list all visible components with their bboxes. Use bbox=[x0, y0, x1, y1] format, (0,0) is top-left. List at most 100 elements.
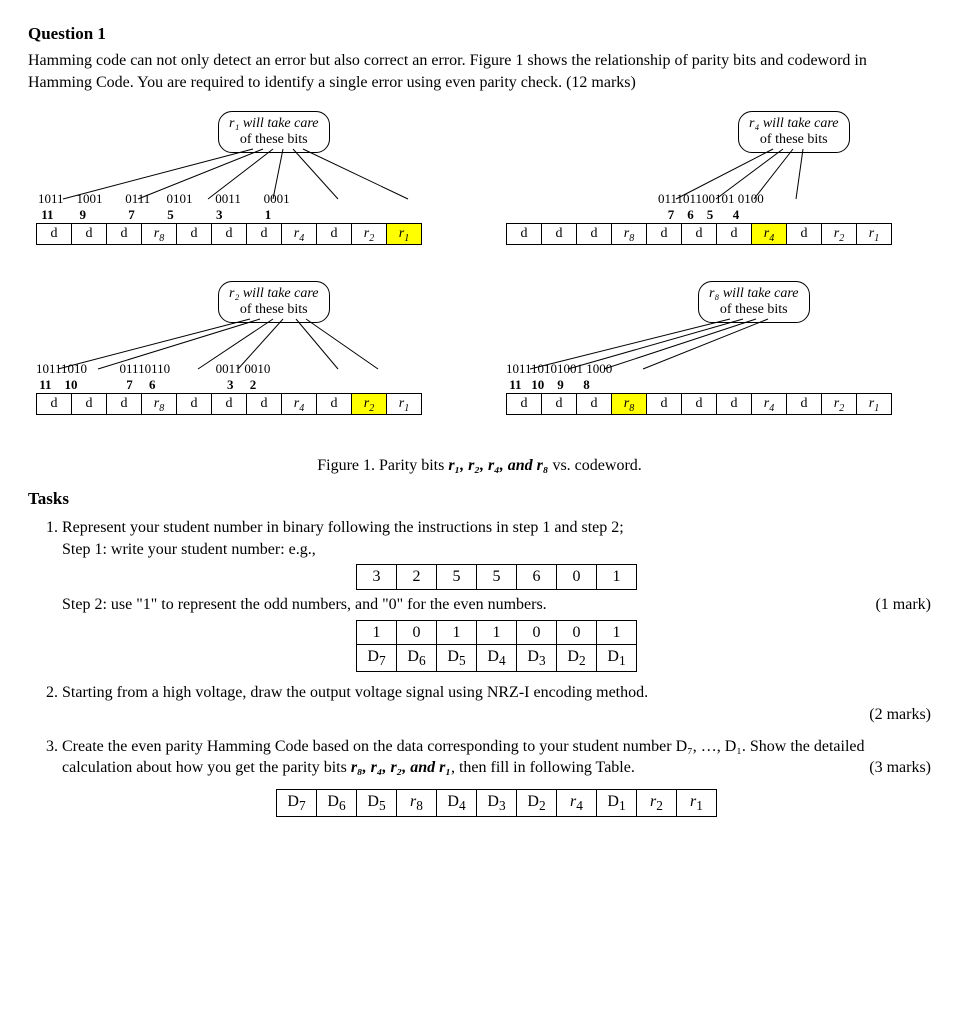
table-cell: D6 bbox=[317, 789, 357, 816]
table-cell: D4 bbox=[477, 645, 517, 672]
task-3-bits: r₈, r₄, r₂, and r₁ bbox=[351, 759, 451, 776]
table-cell: 1 bbox=[477, 620, 517, 645]
bit-cell: r2 bbox=[352, 393, 387, 415]
bit-cell: d bbox=[247, 393, 282, 415]
task-1-text: Represent your student number in binary … bbox=[62, 519, 624, 536]
tasks-heading: Tasks bbox=[28, 489, 931, 509]
table-cell: D5 bbox=[357, 789, 397, 816]
bit-cell: d bbox=[542, 393, 577, 415]
task-3-mark: (3 marks) bbox=[869, 757, 931, 779]
bitlabels-r2: 10111010 01110110 0011 0010 11 10 7 6 3 … bbox=[36, 361, 270, 393]
table-cell: D6 bbox=[397, 645, 437, 672]
table-cell: 0 bbox=[517, 620, 557, 645]
bit-cell: d bbox=[72, 393, 107, 415]
bit-cell: r8 bbox=[142, 223, 177, 245]
task-3-text-b: , then fill in following Table. bbox=[451, 759, 635, 776]
bit-cell: d bbox=[717, 393, 752, 415]
bubble-r8: r₈ will take care of these bits bbox=[698, 281, 810, 323]
table-cell: r2 bbox=[637, 789, 677, 816]
table-cell: 0 bbox=[397, 620, 437, 645]
table-cell: D1 bbox=[597, 645, 637, 672]
bit-cell: d bbox=[37, 393, 72, 415]
bitlabels-r2-bot: 11 10 7 6 3 2 bbox=[36, 377, 270, 393]
table-cell: D2 bbox=[557, 645, 597, 672]
figure-caption: Figure 1. Parity bits r₁, r₂, r₄, and r₈… bbox=[28, 457, 931, 475]
bit-cell: r4 bbox=[752, 393, 787, 415]
task-1: Represent your student number in binary … bbox=[62, 517, 931, 672]
task-3: Create the even parity Hamming Code base… bbox=[62, 736, 931, 817]
bitlabels-r1-top: 1011 1001 0111 0101 0011 0001 bbox=[38, 191, 290, 207]
bit-table-r1: dddr8dddr4dr2r1 bbox=[36, 223, 422, 245]
bit-table-r4: dddr8dddr4dr2r1 bbox=[506, 223, 892, 245]
table-cell: 1 bbox=[597, 620, 637, 645]
bit-cell: r1 bbox=[857, 223, 892, 245]
table-cell: D4 bbox=[437, 789, 477, 816]
bit-cell: d bbox=[542, 223, 577, 245]
table-cell: D1 bbox=[597, 789, 637, 816]
bitlabels-r8-bot: 11 10 9 8 bbox=[506, 377, 612, 393]
bit-cell: d bbox=[507, 393, 542, 415]
task-1-step1-table: 3255601 bbox=[356, 564, 637, 590]
task-3-table: D7D6D5r8D4D3D2r4D1r2r1 bbox=[276, 789, 717, 817]
bit-cell: r4 bbox=[282, 223, 317, 245]
bit-cell: r2 bbox=[822, 393, 857, 415]
bubble-r4: r₄ will take care of these bits bbox=[738, 111, 850, 153]
task-1-step2: Step 2: use "1" to represent the odd num… bbox=[62, 594, 547, 616]
bit-cell: d bbox=[787, 223, 822, 245]
table-cell: 3 bbox=[357, 565, 397, 590]
bitlabels-r4-bot: 7 6 5 4 bbox=[658, 207, 764, 223]
bit-cell: r1 bbox=[387, 223, 422, 245]
bit-cell: d bbox=[177, 393, 212, 415]
table-cell: 1 bbox=[437, 620, 477, 645]
table-cell: D2 bbox=[517, 789, 557, 816]
bit-cell: d bbox=[107, 223, 142, 245]
bit-cell: d bbox=[647, 223, 682, 245]
bit-cell: d bbox=[682, 393, 717, 415]
bubble-r8-l1: r₈ will take care bbox=[709, 286, 799, 301]
bit-cell: d bbox=[577, 223, 612, 245]
bit-cell: r2 bbox=[822, 223, 857, 245]
table-cell: D7 bbox=[357, 645, 397, 672]
bitlabels-r4: 011101100101 0100 7 6 5 4 bbox=[658, 191, 764, 223]
bubble-r1-l1: r₁ will take care bbox=[229, 116, 319, 131]
bitlabels-r4-top: 011101100101 0100 bbox=[658, 191, 764, 207]
table-cell: 2 bbox=[397, 565, 437, 590]
bit-cell: d bbox=[212, 223, 247, 245]
bubble-r2: r₂ will take care of these bits bbox=[218, 281, 330, 323]
table-cell: 1 bbox=[597, 565, 637, 590]
bit-cell: d bbox=[717, 223, 752, 245]
table-cell: D5 bbox=[437, 645, 477, 672]
task-2-text: Starting from a high voltage, draw the o… bbox=[62, 684, 648, 701]
bit-cell: d bbox=[787, 393, 822, 415]
table-cell: 0 bbox=[557, 620, 597, 645]
bitlabels-r1: 1011 1001 0111 0101 0011 0001 11 9 7 5 3… bbox=[38, 191, 290, 223]
figure-1: r₁ will take care of these bits 1011 100… bbox=[28, 111, 928, 451]
table-cell: 0 bbox=[557, 565, 597, 590]
bubble-r1: r₁ will take care of these bits bbox=[218, 111, 330, 153]
bit-cell: d bbox=[317, 223, 352, 245]
bit-cell: r4 bbox=[282, 393, 317, 415]
bit-cell: r8 bbox=[612, 393, 647, 415]
bubble-r4-l2: of these bits bbox=[760, 132, 828, 147]
bit-cell: r1 bbox=[387, 393, 422, 415]
question-title: Question 1 bbox=[28, 24, 931, 44]
table-cell: D3 bbox=[517, 645, 557, 672]
bubble-r4-l1: r₄ will take care bbox=[749, 116, 839, 131]
bit-table-r8: dddr8dddr4dr2r1 bbox=[506, 393, 892, 415]
table-cell: 5 bbox=[477, 565, 517, 590]
bubble-r2-l1: r₂ will take care bbox=[229, 286, 319, 301]
task-1-step1: Step 1: write your student number: e.g., bbox=[62, 541, 316, 558]
bit-table-r2: dddr8dddr4dr2r1 bbox=[36, 393, 422, 415]
table-cell: r1 bbox=[677, 789, 717, 816]
bit-cell: r1 bbox=[857, 393, 892, 415]
bit-cell: r2 bbox=[352, 223, 387, 245]
table-cell: D3 bbox=[477, 789, 517, 816]
fig-cap-prefix: Figure 1. Parity bits bbox=[317, 457, 448, 474]
bit-cell: d bbox=[107, 393, 142, 415]
table-cell: D7 bbox=[277, 789, 317, 816]
task-2-mark: (2 marks) bbox=[869, 706, 931, 723]
table-cell: r8 bbox=[397, 789, 437, 816]
fig-cap-bits: r₁, r₂, r₄, and r₈ bbox=[448, 457, 548, 474]
bubble-r1-l2: of these bits bbox=[240, 132, 308, 147]
question-body: Hamming code can not only detect an erro… bbox=[28, 50, 931, 93]
